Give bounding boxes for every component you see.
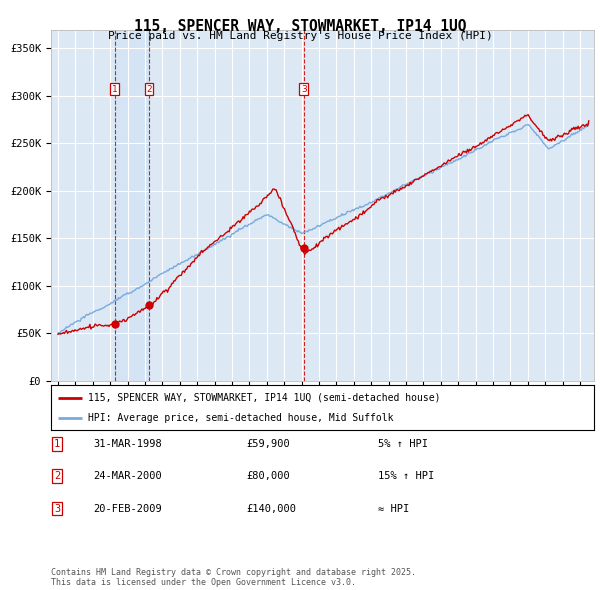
Text: £140,000: £140,000 xyxy=(246,504,296,513)
Text: 115, SPENCER WAY, STOWMARKET, IP14 1UQ (semi-detached house): 115, SPENCER WAY, STOWMARKET, IP14 1UQ (… xyxy=(88,393,440,402)
Text: 2: 2 xyxy=(146,85,152,94)
Text: 1: 1 xyxy=(112,85,118,94)
Text: 2: 2 xyxy=(54,471,60,481)
Text: 20-FEB-2009: 20-FEB-2009 xyxy=(93,504,162,513)
Text: Price paid vs. HM Land Registry's House Price Index (HPI): Price paid vs. HM Land Registry's House … xyxy=(107,31,493,41)
Text: Contains HM Land Registry data © Crown copyright and database right 2025.
This d: Contains HM Land Registry data © Crown c… xyxy=(51,568,416,587)
Text: £80,000: £80,000 xyxy=(246,471,290,481)
Text: £59,900: £59,900 xyxy=(246,439,290,448)
Text: 24-MAR-2000: 24-MAR-2000 xyxy=(93,471,162,481)
Text: 3: 3 xyxy=(54,504,60,513)
Text: 5% ↑ HPI: 5% ↑ HPI xyxy=(378,439,428,448)
Text: 1: 1 xyxy=(54,439,60,448)
Text: 115, SPENCER WAY, STOWMARKET, IP14 1UQ: 115, SPENCER WAY, STOWMARKET, IP14 1UQ xyxy=(134,19,466,34)
Text: ≈ HPI: ≈ HPI xyxy=(378,504,409,513)
Bar xyxy=(115,30,149,381)
Text: 31-MAR-1998: 31-MAR-1998 xyxy=(93,439,162,448)
Text: 3: 3 xyxy=(301,85,307,94)
Text: 15% ↑ HPI: 15% ↑ HPI xyxy=(378,471,434,481)
Text: HPI: Average price, semi-detached house, Mid Suffolk: HPI: Average price, semi-detached house,… xyxy=(88,414,394,424)
